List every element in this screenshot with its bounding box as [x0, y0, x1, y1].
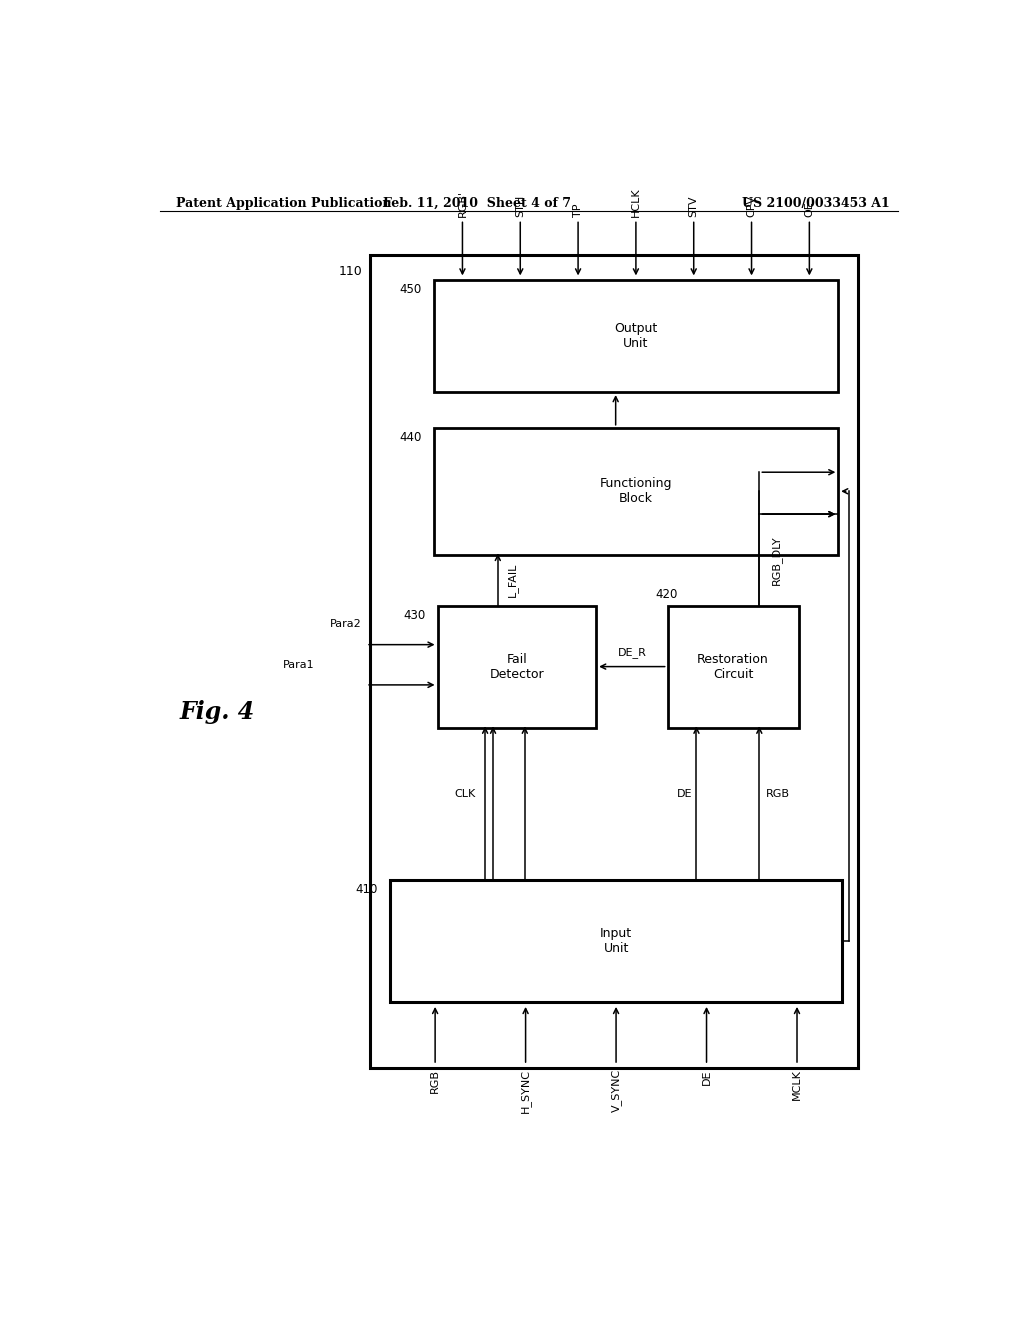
- Text: 440: 440: [399, 430, 422, 444]
- Text: Output
Unit: Output Unit: [614, 322, 657, 350]
- Text: Feb. 11, 2010  Sheet 4 of 7: Feb. 11, 2010 Sheet 4 of 7: [383, 197, 571, 210]
- Text: Patent Application Publication: Patent Application Publication: [176, 197, 391, 210]
- Text: DE: DE: [677, 788, 692, 799]
- Text: 450: 450: [399, 284, 422, 297]
- Text: DE: DE: [701, 1069, 712, 1085]
- Text: Para2: Para2: [331, 619, 362, 630]
- Text: Functioning
Block: Functioning Block: [600, 478, 672, 506]
- Bar: [433, 280, 839, 392]
- Text: DE_R: DE_R: [617, 648, 646, 659]
- Text: L_FAIL: L_FAIL: [507, 564, 518, 598]
- Bar: [390, 880, 842, 1002]
- Text: 430: 430: [403, 609, 426, 622]
- Bar: [437, 606, 596, 727]
- Bar: [433, 428, 839, 554]
- Text: RGB_DLY: RGB_DLY: [771, 535, 782, 585]
- Text: 410: 410: [355, 883, 378, 896]
- Text: RGB': RGB': [458, 190, 467, 218]
- Text: V_SYNC: V_SYNC: [610, 1069, 622, 1113]
- Bar: [370, 255, 858, 1068]
- Text: TP: TP: [573, 203, 583, 218]
- Text: Restoration
Circuit: Restoration Circuit: [697, 652, 769, 681]
- Text: 110: 110: [338, 265, 362, 279]
- Text: RGB: RGB: [430, 1069, 440, 1093]
- Text: HCLK: HCLK: [631, 187, 641, 218]
- Text: Input
Unit: Input Unit: [600, 927, 632, 956]
- Text: CLK: CLK: [455, 788, 475, 799]
- Text: 420: 420: [655, 587, 678, 601]
- Text: Para1: Para1: [283, 660, 314, 669]
- Text: US 2100/0033453 A1: US 2100/0033453 A1: [742, 197, 890, 210]
- Text: MCLK: MCLK: [792, 1069, 802, 1100]
- Text: OE: OE: [805, 202, 814, 218]
- Text: H_SYNC: H_SYNC: [520, 1069, 531, 1113]
- Text: RGB: RGB: [766, 788, 790, 799]
- Text: CPV: CPV: [746, 195, 757, 218]
- Text: STH: STH: [515, 195, 525, 218]
- Text: Fail
Detector: Fail Detector: [489, 652, 544, 681]
- Text: STV: STV: [689, 195, 698, 218]
- Bar: [668, 606, 799, 727]
- Text: Fig. 4: Fig. 4: [179, 701, 255, 725]
